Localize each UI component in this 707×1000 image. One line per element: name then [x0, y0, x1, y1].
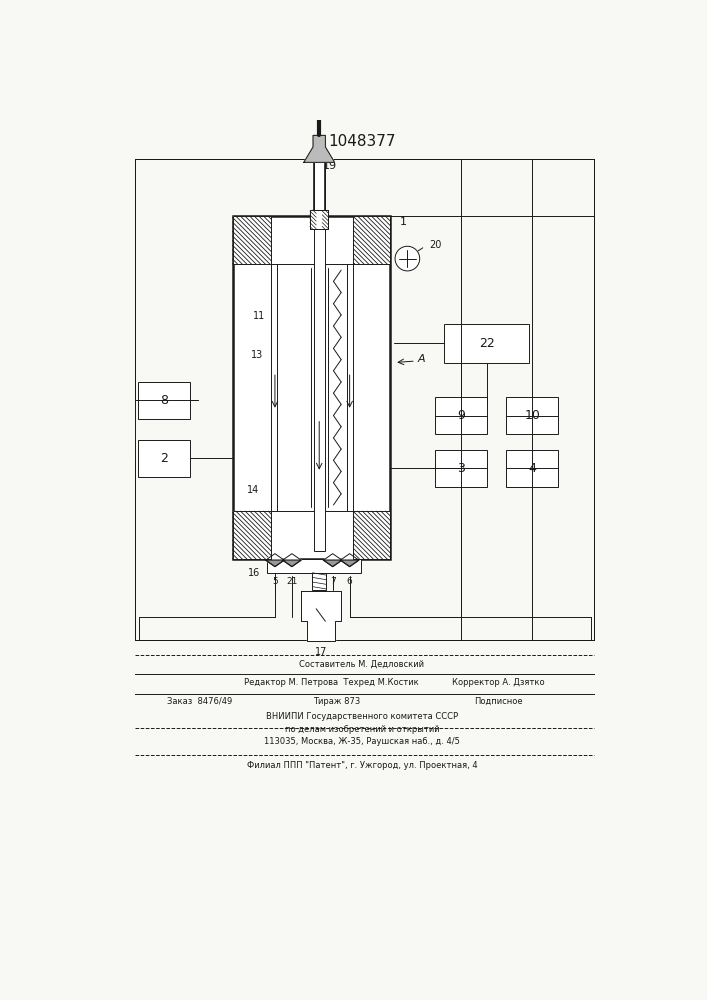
Text: 17: 17	[315, 647, 327, 657]
Polygon shape	[340, 560, 359, 567]
Text: 5: 5	[272, 578, 278, 586]
Text: Заказ  8476/49: Заказ 8476/49	[167, 697, 233, 706]
Text: 2: 2	[160, 452, 168, 465]
Text: 19: 19	[323, 161, 337, 171]
Text: ВНИИПИ Государственного комитета СССР: ВНИИПИ Государственного комитета СССР	[266, 712, 458, 721]
Bar	[233, 216, 271, 264]
Polygon shape	[324, 560, 342, 567]
Polygon shape	[266, 554, 284, 567]
Bar	[354, 216, 390, 264]
Polygon shape	[300, 591, 341, 641]
Bar	[322, 210, 329, 229]
Polygon shape	[266, 560, 284, 567]
Bar	[354, 216, 390, 264]
Text: Редактор М. Петрова  Техред М.Костик: Редактор М. Петрова Техред М.Костик	[244, 678, 419, 687]
Bar	[506, 397, 559, 434]
Bar	[310, 210, 329, 229]
Text: Корректор А. Дзятко: Корректор А. Дзятко	[452, 678, 544, 687]
Text: 10: 10	[524, 409, 540, 422]
Text: 7: 7	[330, 578, 336, 586]
Bar	[233, 216, 271, 264]
Bar	[233, 216, 271, 264]
Text: 6: 6	[346, 578, 353, 586]
Text: 8: 8	[160, 394, 168, 407]
Text: 3: 3	[457, 462, 465, 475]
Bar	[310, 210, 316, 229]
Bar	[233, 511, 271, 559]
Bar	[354, 216, 390, 264]
Polygon shape	[340, 554, 359, 567]
Text: Составитель М. Дедловский: Составитель М. Дедловский	[300, 660, 424, 669]
Text: 12: 12	[240, 254, 252, 264]
Text: A: A	[417, 354, 425, 364]
Text: 15: 15	[251, 250, 264, 260]
Bar	[435, 450, 487, 487]
Bar	[444, 324, 529, 363]
Bar	[354, 511, 390, 559]
Bar	[435, 397, 487, 434]
Polygon shape	[304, 135, 334, 162]
Bar	[312, 573, 326, 590]
Bar	[322, 210, 329, 229]
Bar	[138, 382, 190, 419]
Text: 16: 16	[248, 568, 260, 578]
Bar	[135, 158, 595, 640]
Text: 11: 11	[252, 311, 265, 321]
Polygon shape	[324, 554, 342, 567]
Text: 4: 4	[528, 462, 536, 475]
Text: 9: 9	[457, 409, 465, 422]
Text: Тираж 873: Тираж 873	[313, 697, 360, 706]
Text: по делам изобретений и открытий: по делам изобретений и открытий	[285, 725, 439, 734]
Text: Филиал ППП "Патент", г. Ужгород, ул. Проектная, 4: Филиал ППП "Патент", г. Ужгород, ул. Про…	[247, 761, 477, 770]
Bar	[506, 450, 559, 487]
Bar	[233, 216, 390, 559]
Text: 22: 22	[479, 337, 495, 350]
Text: 113035, Москва, Ж-35, Раушская наб., д. 4/5: 113035, Москва, Ж-35, Раушская наб., д. …	[264, 737, 460, 746]
Bar	[310, 210, 316, 229]
Polygon shape	[283, 560, 301, 567]
Text: 13: 13	[251, 350, 264, 360]
Bar	[233, 511, 271, 559]
Bar	[354, 511, 390, 559]
Bar	[310, 210, 329, 229]
Text: 14: 14	[247, 485, 259, 495]
Text: 20: 20	[429, 240, 441, 250]
Bar	[314, 143, 325, 551]
Circle shape	[395, 246, 420, 271]
Text: Подписное: Подписное	[474, 697, 522, 706]
Bar	[233, 511, 271, 559]
Bar	[267, 559, 361, 573]
Text: 1: 1	[399, 217, 407, 227]
Bar	[354, 511, 390, 559]
Text: 18: 18	[252, 234, 265, 244]
Bar	[138, 440, 190, 477]
Polygon shape	[283, 554, 301, 567]
Text: 1048377: 1048377	[328, 134, 396, 149]
Text: 21: 21	[286, 578, 298, 586]
